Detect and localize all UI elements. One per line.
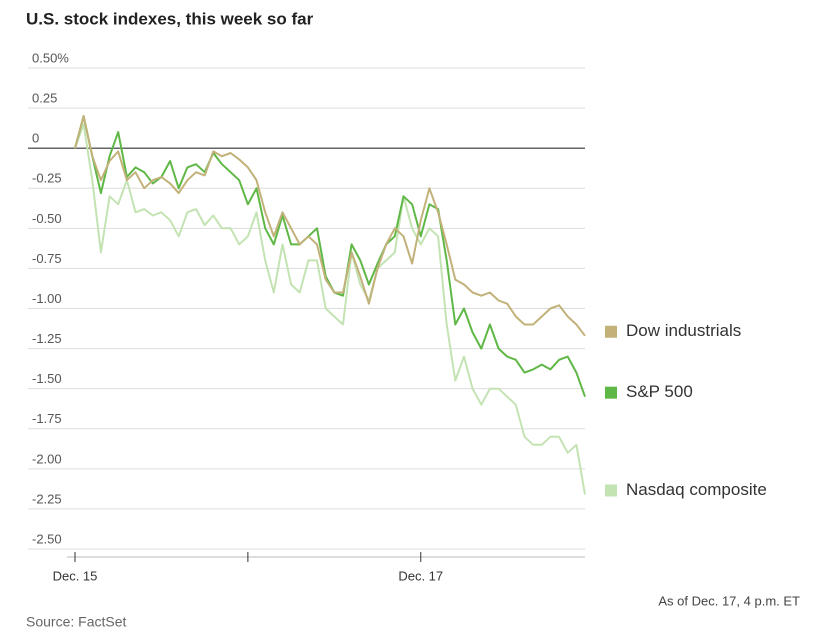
y-tick-label: -1.25	[32, 331, 62, 346]
y-tick-label: -0.75	[32, 251, 62, 266]
note: As of Dec. 17, 4 p.m. ET	[658, 593, 800, 608]
y-tick-label: -1.00	[32, 291, 62, 306]
y-tick-label: -0.25	[32, 171, 62, 186]
legend-swatch	[605, 386, 617, 399]
y-tick-label: -1.75	[32, 411, 62, 426]
y-tick-label: 0.25	[32, 91, 57, 106]
x-tick-label: Dec. 15	[53, 568, 98, 583]
y-tick-label: 0.50%	[32, 50, 69, 65]
y-tick-label: -2.50	[32, 531, 62, 546]
series-line	[74, 115, 586, 398]
legend-label: Nasdaq composite	[626, 480, 767, 499]
legend-label: Dow industrials	[626, 321, 741, 340]
x-tick-label: Dec. 17	[398, 568, 443, 583]
chart-title: U.S. stock indexes, this week so far	[26, 9, 314, 28]
series-line	[74, 115, 586, 337]
source: Source: FactSet	[26, 614, 126, 630]
legend-swatch	[605, 484, 617, 497]
legend-swatch	[605, 325, 617, 338]
legend-label: S&P 500	[626, 382, 693, 401]
y-tick-label: -0.50	[32, 211, 62, 226]
y-tick-label: -2.00	[32, 451, 62, 466]
series-line	[74, 123, 586, 495]
y-tick-label: -1.50	[32, 371, 62, 386]
y-tick-label: -2.25	[32, 491, 62, 506]
y-tick-label: 0	[32, 131, 39, 146]
